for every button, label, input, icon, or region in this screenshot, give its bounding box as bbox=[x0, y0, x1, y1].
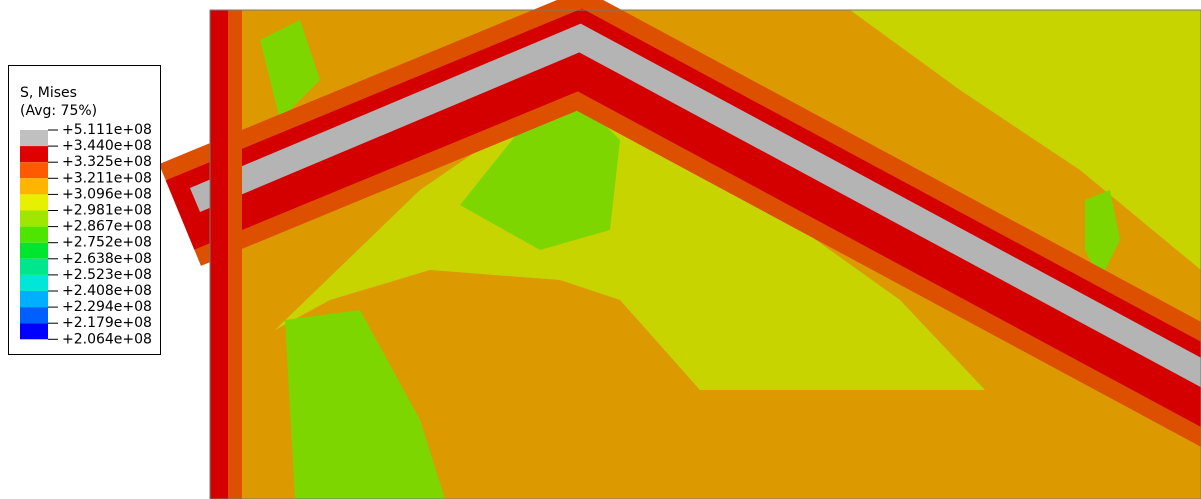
legend-swatch bbox=[20, 194, 48, 211]
legend-swatch bbox=[20, 291, 48, 308]
legend-label: +5.111e+08 bbox=[62, 122, 152, 138]
contour-region bbox=[285, 310, 445, 499]
contour-region bbox=[1085, 190, 1120, 280]
contour-region bbox=[850, 10, 1201, 270]
legend-label: +2.179e+08 bbox=[62, 315, 152, 331]
legend-title: S, Mises bbox=[20, 85, 77, 101]
contour-edge bbox=[228, 10, 242, 499]
legend-label: +2.408e+08 bbox=[62, 283, 152, 299]
contour-region bbox=[275, 80, 985, 390]
legend-label: +2.064e+08 bbox=[62, 331, 152, 347]
legend-swatch bbox=[20, 274, 48, 291]
legend-swatch bbox=[20, 242, 48, 259]
legend-label: +2.981e+08 bbox=[62, 203, 152, 219]
contour-region bbox=[460, 90, 620, 250]
legend-swatch bbox=[20, 178, 48, 195]
legend-label: +3.325e+08 bbox=[62, 154, 152, 170]
legend-subtitle: (Avg: 75%) bbox=[20, 103, 97, 119]
viewport-frame bbox=[209, 9, 1201, 499]
legend-swatch bbox=[20, 130, 48, 147]
legend-swatch bbox=[20, 226, 48, 243]
legend-label: +3.211e+08 bbox=[62, 170, 152, 186]
legend-label: +2.867e+08 bbox=[62, 219, 152, 235]
legend-swatch bbox=[20, 210, 48, 227]
legend-label: +2.752e+08 bbox=[62, 235, 152, 251]
legend-swatch bbox=[20, 258, 48, 275]
legend-label: +2.294e+08 bbox=[62, 299, 152, 315]
legend-swatch bbox=[20, 146, 48, 163]
contour-edge bbox=[210, 10, 228, 499]
contour-plot bbox=[159, 0, 1201, 499]
legend-swatch bbox=[20, 307, 48, 324]
legend: S, Mises (Avg: 75%) +5.111e+08+3.440e+08… bbox=[8, 65, 161, 355]
legend-swatch bbox=[20, 162, 48, 179]
contour-region bbox=[260, 20, 320, 120]
legend-swatch bbox=[20, 323, 48, 340]
legend-label: +2.638e+08 bbox=[62, 251, 152, 267]
legend-label: +3.096e+08 bbox=[62, 186, 152, 202]
contour-band bbox=[189, 23, 1201, 388]
legend-label: +3.440e+08 bbox=[62, 138, 152, 154]
legend-label: +2.523e+08 bbox=[62, 267, 152, 283]
